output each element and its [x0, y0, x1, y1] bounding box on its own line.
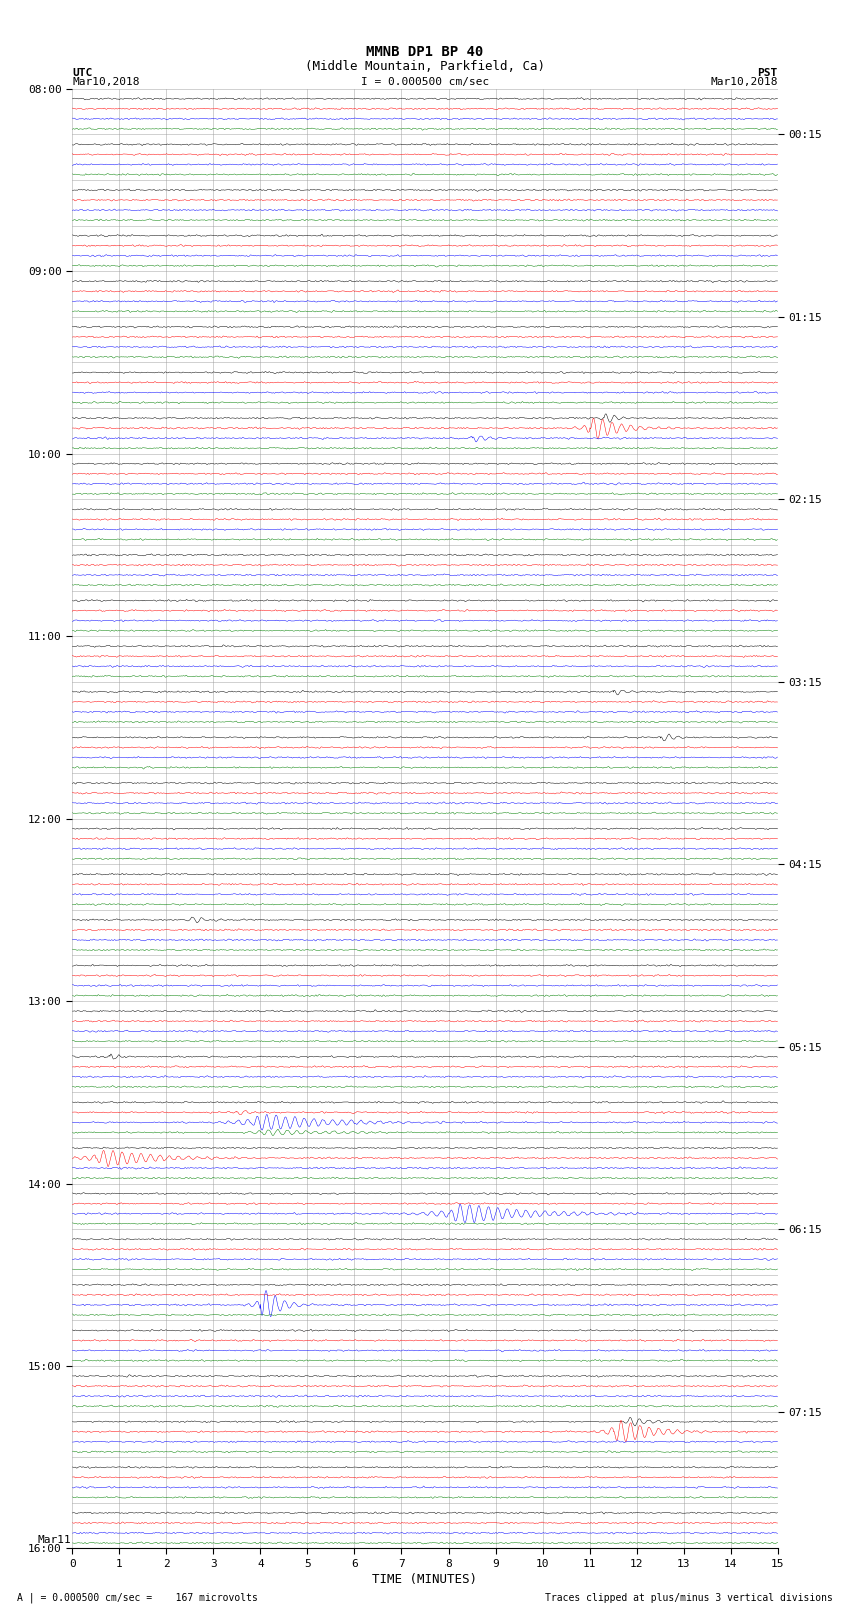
X-axis label: TIME (MINUTES): TIME (MINUTES): [372, 1573, 478, 1586]
Text: Traces clipped at plus/minus 3 vertical divisions: Traces clipped at plus/minus 3 vertical …: [545, 1594, 833, 1603]
Text: I = 0.000500 cm/sec: I = 0.000500 cm/sec: [361, 77, 489, 87]
Text: PST: PST: [757, 68, 778, 77]
Text: Mar10,2018: Mar10,2018: [72, 77, 139, 87]
Text: MMNB DP1 BP 40: MMNB DP1 BP 40: [366, 45, 484, 60]
Text: (Middle Mountain, Parkfield, Ca): (Middle Mountain, Parkfield, Ca): [305, 60, 545, 73]
Text: Mar11: Mar11: [37, 1536, 71, 1545]
Text: A | = 0.000500 cm/sec =    167 microvolts: A | = 0.000500 cm/sec = 167 microvolts: [17, 1592, 258, 1603]
Text: UTC: UTC: [72, 68, 93, 77]
Text: Mar10,2018: Mar10,2018: [711, 77, 778, 87]
